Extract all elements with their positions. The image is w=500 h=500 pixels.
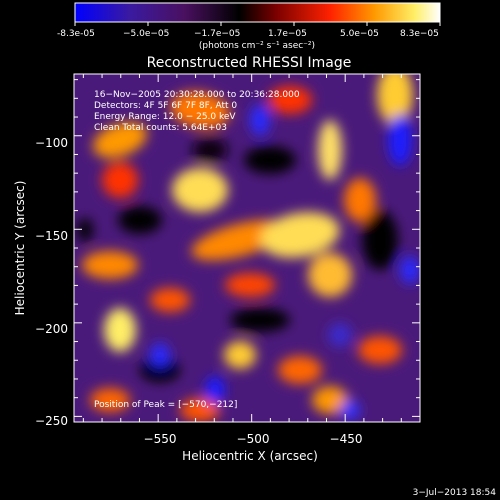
heatmap-blob bbox=[312, 386, 348, 414]
heatmap-blob bbox=[230, 308, 290, 332]
footer-date: 3−Jul−2013 18:54 bbox=[413, 488, 497, 498]
x-tick-label-450: −450 bbox=[330, 432, 363, 446]
heatmap-blob bbox=[244, 146, 296, 174]
colorbar-ticks bbox=[74, 22, 441, 26]
colorbar-tick-label-3: 1.7e−05 bbox=[268, 29, 307, 39]
heatmap-blob bbox=[77, 218, 93, 242]
y-tick-label-100: −100 bbox=[35, 136, 68, 150]
colorbar-tick-label-0: -8.3e-05 bbox=[57, 29, 95, 39]
heatmap-blob bbox=[180, 398, 220, 422]
heatmap-blob bbox=[278, 356, 322, 384]
y-tick-label-150: −150 bbox=[35, 229, 68, 243]
axis-ticks bbox=[74, 74, 421, 422]
colorbar bbox=[74, 2, 441, 23]
annotation-time: 16−Nov−2005 20:30:28.000 to 20:36:28.000 bbox=[94, 90, 300, 100]
heatmap-blob bbox=[388, 114, 412, 166]
heatmap-blob bbox=[328, 323, 352, 347]
y-axis-label: Heliocentric Y (arcsec) bbox=[13, 181, 27, 316]
heatmap-blob bbox=[150, 288, 190, 312]
x-axis-label: Heliocentric X (arcsec) bbox=[182, 449, 318, 463]
heatmap-blob bbox=[362, 210, 398, 270]
heatmap-blob bbox=[192, 138, 228, 162]
heatmap-blob bbox=[140, 358, 180, 382]
heatmap-blob bbox=[93, 122, 147, 158]
colorbar-tick-label-1: −5.0e−05 bbox=[123, 29, 169, 39]
colorbar-tick-label-4: 5.0e−05 bbox=[340, 29, 379, 39]
heatmap-blob bbox=[102, 162, 138, 198]
heatmap-blob bbox=[205, 376, 225, 404]
heatmap-blob bbox=[308, 253, 352, 297]
peak-label: Position of Peak = [−570,−212] bbox=[94, 400, 237, 410]
heatmap-blob bbox=[358, 336, 402, 364]
y-tick-label-200: −200 bbox=[35, 322, 68, 336]
annotation-energy: Energy Range: 12.0 − 25.0 keV bbox=[94, 112, 236, 122]
heatmap-blob bbox=[260, 212, 340, 258]
heatmap-blob bbox=[268, 86, 312, 114]
heatmap-blob bbox=[225, 273, 275, 297]
heatmap-blob bbox=[82, 251, 138, 279]
heatmap-blob bbox=[118, 206, 162, 234]
heatmap-blob bbox=[344, 178, 376, 222]
annotation-counts: Clean Total counts: 5.64E+03 bbox=[94, 123, 227, 133]
heatmap-blob bbox=[318, 120, 342, 180]
heatmap-blob bbox=[90, 388, 130, 412]
colorbar-tick-label-2: −1.7e−05 bbox=[194, 29, 240, 39]
x-tick-label-550: −550 bbox=[144, 432, 177, 446]
heatmap-blob bbox=[224, 341, 256, 369]
annotation-detectors: Detectors: 4F 5F 6F 7F 8F, Att 0 bbox=[94, 101, 237, 111]
y-tick-label-250: −250 bbox=[35, 414, 68, 428]
colorbar-tick-label-5: 8.3e−05 bbox=[400, 29, 439, 39]
heatmap-blob bbox=[172, 168, 228, 212]
heatmap-area bbox=[74, 74, 420, 422]
heatmap-blob bbox=[170, 91, 230, 129]
heatmap-blob bbox=[250, 104, 270, 136]
chart-title: Reconstructed RHESSI Image bbox=[147, 55, 352, 71]
heatmap-blob bbox=[400, 256, 420, 284]
heatmap-blob bbox=[150, 343, 170, 367]
colorbar-unit-label: (photons cm⁻² s⁻¹ asec⁻²) bbox=[199, 41, 315, 51]
heatmap-blob bbox=[340, 400, 360, 420]
x-tick-label-500: −500 bbox=[237, 432, 270, 446]
heatmap-blob bbox=[104, 308, 136, 352]
heatmap-blob bbox=[377, 74, 413, 125]
